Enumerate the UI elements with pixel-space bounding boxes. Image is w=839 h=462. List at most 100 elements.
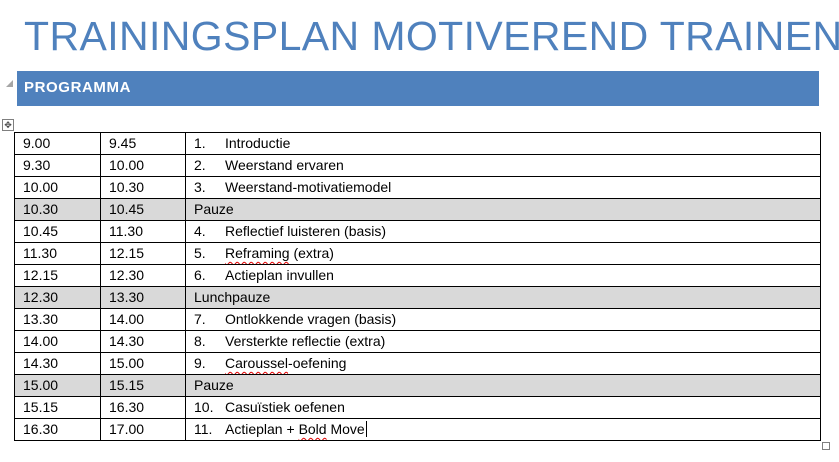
start-time-cell[interactable]: 13.30: [14, 308, 101, 331]
table-row: 9.00 9.45 1. Introductie: [14, 132, 821, 155]
end-time-cell[interactable]: 16.30: [100, 396, 186, 419]
start-time-cell[interactable]: 10.00: [14, 176, 101, 199]
end-time-cell[interactable]: 10.45: [100, 198, 186, 221]
activity-text: Lunchpauze: [194, 289, 270, 305]
activity-cell[interactable]: 3. Weerstand-motivatiemodel: [185, 176, 821, 199]
table-row: 10.30 10.45 Pauze: [14, 198, 821, 221]
item-number: 2.: [194, 157, 206, 173]
end-time-cell[interactable]: 13.30: [100, 286, 186, 309]
activity-cell[interactable]: 10. Casuïstiek oefenen: [185, 396, 821, 419]
table-row: 15.15 16.30 10. Casuïstiek oefenen: [14, 396, 821, 419]
start-time-cell[interactable]: 12.30: [14, 286, 101, 309]
start-time-cell[interactable]: 9.00: [14, 132, 101, 155]
start-time-cell[interactable]: 12.15: [14, 264, 101, 287]
activity-label: (extra): [289, 245, 334, 261]
activity-text: Casuïstiek oefenen: [225, 399, 345, 415]
activity-cell[interactable]: 8. Versterkte reflectie (extra): [185, 330, 821, 353]
end-time-cell[interactable]: 12.30: [100, 264, 186, 287]
item-number: 8.: [194, 333, 206, 349]
activity-cell[interactable]: 5. Reframing (extra): [185, 242, 821, 265]
activity-text: Versterkte reflectie (extra): [225, 333, 385, 349]
table-row: 9.30 10.00 2. Weerstand ervaren: [14, 154, 821, 177]
table-resize-handle-icon[interactable]: [822, 442, 830, 450]
activity-text: Weerstand ervaren: [225, 157, 344, 173]
activity-text: Pauze: [194, 201, 234, 217]
activity-label: Lunchpauze: [194, 289, 271, 305]
schedule-table: 9.00 9.45 1. Introductie 9.30 10.00 2. Weerstan…: [14, 132, 821, 441]
table-row: 12.30 13.30 Lunchpauze: [14, 286, 821, 309]
activity-text: Actieplan + Bold Move: [225, 421, 367, 437]
activity-text: Ontlokkende vragen (basis): [225, 311, 396, 327]
collapse-heading-icon[interactable]: [6, 80, 13, 87]
activity-label: Pauze: [194, 377, 234, 393]
start-time-cell[interactable]: 14.30: [14, 352, 101, 375]
section-heading-bar: PROGRAMMA: [17, 71, 819, 106]
table-row: 13.30 14.00 7. Ontlokkende vragen (basis): [14, 308, 821, 331]
activity-label: -oefening: [288, 355, 347, 371]
activity-text: Reframing (extra): [225, 245, 334, 261]
activity-label: Actieplan invullen: [225, 267, 334, 283]
end-time-cell[interactable]: 12.15: [100, 242, 186, 265]
activity-label: Introductie: [225, 135, 291, 151]
activity-text: Caroussel-oefening: [225, 355, 346, 371]
item-number: 6.: [194, 267, 206, 283]
activity-label: Versterkte reflectie (extra): [225, 333, 386, 349]
activity-cell[interactable]: Lunchpauze: [185, 286, 821, 309]
activity-text: Actieplan invullen: [225, 267, 334, 283]
activity-label: Move: [326, 421, 365, 437]
start-time-cell[interactable]: 15.15: [14, 396, 101, 419]
end-time-cell[interactable]: 15.15: [100, 374, 186, 397]
table-row: 10.00 10.30 3. Weerstand-motivatiemodel: [14, 176, 821, 199]
start-time-cell[interactable]: 9.30: [14, 154, 101, 177]
table-row: 14.30 15.00 9. Caroussel-oefening: [14, 352, 821, 375]
table-move-handle-icon[interactable]: ✥: [2, 119, 14, 131]
item-number: 7.: [194, 311, 206, 327]
activity-cell[interactable]: 2. Weerstand ervaren: [185, 154, 821, 177]
end-time-cell[interactable]: 11.30: [100, 220, 186, 243]
activity-text: Reflectief luisteren (basis): [225, 223, 386, 239]
spellcheck-flagged-word: Caroussel: [225, 355, 289, 371]
end-time-cell[interactable]: 14.30: [100, 330, 186, 353]
activity-cell[interactable]: 6. Actieplan invullen: [185, 264, 821, 287]
end-time-cell[interactable]: 10.30: [100, 176, 186, 199]
end-time-cell[interactable]: 9.45: [100, 132, 186, 155]
end-time-cell[interactable]: 17.00: [100, 418, 186, 441]
activity-cell[interactable]: Pauze: [185, 198, 821, 221]
table-row: 14.00 14.30 8. Versterkte reflectie (extra): [14, 330, 821, 353]
activity-label: Weerstand ervaren: [225, 157, 344, 173]
start-time-cell[interactable]: 11.30: [14, 242, 101, 265]
activity-cell[interactable]: 1. Introductie: [185, 132, 821, 155]
end-time-cell[interactable]: 15.00: [100, 352, 186, 375]
section-heading: PROGRAMMA: [24, 79, 132, 96]
start-time-cell[interactable]: 10.30: [14, 198, 101, 221]
start-time-cell[interactable]: 10.45: [14, 220, 101, 243]
item-number: 1.: [194, 135, 206, 151]
activity-label: Actieplan +: [225, 421, 299, 437]
end-time-cell[interactable]: 10.00: [100, 154, 186, 177]
activity-text: Pauze: [194, 377, 234, 393]
table-row: 10.45 11.30 4. Reflectief luisteren (basis): [14, 220, 821, 243]
start-time-cell[interactable]: 16.30: [14, 418, 101, 441]
activity-label: Pauze: [194, 201, 234, 217]
activity-text: Weerstand-motivatiemodel: [225, 179, 391, 195]
activity-cell[interactable]: Pauze: [185, 374, 821, 397]
activity-cell[interactable]: 7. Ontlokkende vragen (basis): [185, 308, 821, 331]
activity-text: Introductie: [225, 135, 290, 151]
start-time-cell[interactable]: 14.00: [14, 330, 101, 353]
activity-cell[interactable]: 9. Caroussel-oefening: [185, 352, 821, 375]
activity-label: Weerstand-motivatiemodel: [225, 179, 392, 195]
activity-label: Reflectief luisteren (basis): [225, 223, 387, 239]
activity-cell[interactable]: 4. Reflectief luisteren (basis): [185, 220, 821, 243]
table-row: 16.30 17.00 11. Actieplan + Bold Move: [14, 418, 821, 441]
end-time-cell[interactable]: 14.00: [100, 308, 186, 331]
item-number: 10.: [194, 399, 214, 415]
item-number: 4.: [194, 223, 206, 239]
start-time-cell[interactable]: 15.00: [14, 374, 101, 397]
spellcheck-flagged-word: Bold: [298, 421, 327, 437]
activity-cell[interactable]: 11. Actieplan + Bold Move: [185, 418, 821, 441]
table-row: 15.00 15.15 Pauze: [14, 374, 821, 397]
table-row: 12.15 12.30 6. Actieplan invullen: [14, 264, 821, 287]
item-number: 5.: [194, 245, 206, 261]
item-number: 3.: [194, 179, 206, 195]
table-row: 11.30 12.15 5. Reframing (extra): [14, 242, 821, 265]
